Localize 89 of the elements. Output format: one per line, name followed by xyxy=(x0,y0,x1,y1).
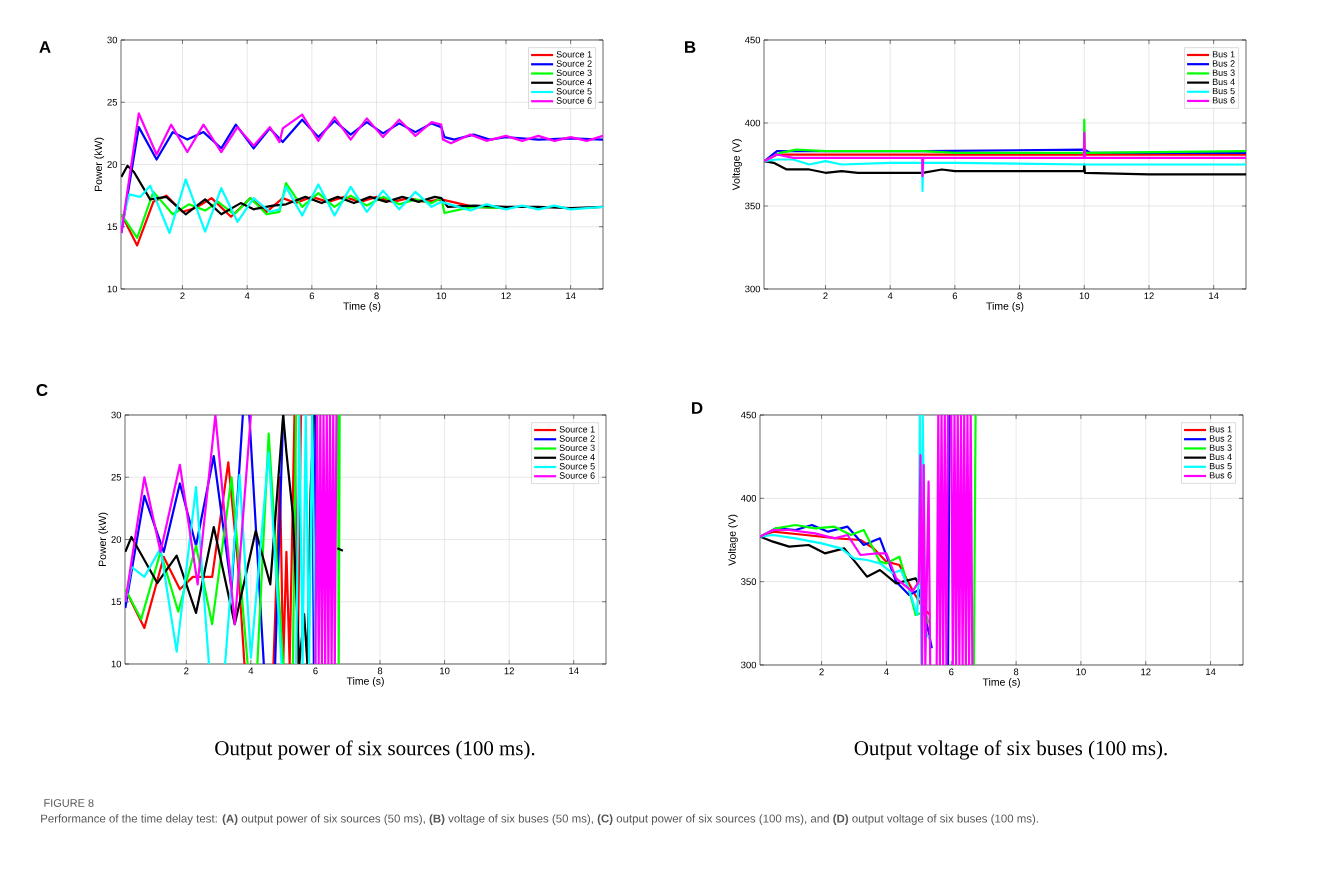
x-tick-label: 4 xyxy=(244,292,250,300)
x-tick-label: 12 xyxy=(1144,292,1154,300)
y-tick-label: 30 xyxy=(107,36,118,44)
legend-label: Source 1 xyxy=(556,51,592,58)
x-tick-label: 8 xyxy=(1013,668,1019,676)
legend-label: Bus 6 xyxy=(1209,472,1232,479)
chart-title: B xyxy=(685,41,696,53)
legend-label: Source 4 xyxy=(559,453,595,461)
y-axis-title: Power (kW) xyxy=(94,137,105,191)
y-axis-title: Power (kW) xyxy=(98,512,109,566)
x-tick-label: 12 xyxy=(1141,668,1151,676)
y-tick-label: 10 xyxy=(111,660,122,668)
legend-label: Source 1 xyxy=(559,426,595,433)
x-tick-label: 2 xyxy=(180,292,185,300)
x-tick-label: 14 xyxy=(569,667,579,675)
y-tick-label: 450 xyxy=(740,411,757,419)
x-tick-label: 12 xyxy=(501,292,511,300)
legend-label: Bus 1 xyxy=(1212,51,1235,58)
x-tick-label: 10 xyxy=(440,667,450,675)
caption: FIGURE 8 xyxy=(44,799,94,807)
x-axis-title: Time (s) xyxy=(343,302,381,312)
legend-label: Bus 3 xyxy=(1209,444,1232,451)
y-tick-label: 400 xyxy=(740,494,757,502)
y-tick-label: 10 xyxy=(107,285,118,293)
chart-title: D xyxy=(692,402,703,414)
x-tick-label: 8 xyxy=(374,292,379,300)
x-axis-title: Time (s) xyxy=(986,302,1024,312)
y-tick-label: 450 xyxy=(744,36,761,44)
x-axis-title: Time (s) xyxy=(346,677,384,687)
y-tick-label: 30 xyxy=(111,411,122,419)
x-tick-label: 12 xyxy=(504,667,514,675)
legend-label: Bus 5 xyxy=(1212,87,1235,95)
x-tick-label: 8 xyxy=(377,667,383,675)
x-tick-label: 10 xyxy=(1079,292,1090,300)
y-axis-title: Voltage (V) xyxy=(732,139,742,191)
y-tick-label: 300 xyxy=(741,661,757,669)
x-tick-label: 14 xyxy=(1209,292,1219,300)
y-tick-label: 350 xyxy=(741,578,757,586)
y-tick-label: 15 xyxy=(107,223,118,231)
text: Output power of six sources (100 ms). xyxy=(215,740,535,760)
x-axis-title: Time (s) xyxy=(982,678,1020,688)
x-tick-label: 4 xyxy=(884,668,889,676)
x-tick-label: 6 xyxy=(313,667,318,675)
y-tick-label: 20 xyxy=(111,536,122,543)
legend-label: Bus 6 xyxy=(1212,97,1235,104)
legend-label: Bus 5 xyxy=(1209,462,1232,470)
text: Performance of the time delay test: (A) output power of six sources (50 ms), (B) voltage of six buses (50 ms), (C) output power of six sources (100 ms), and (D) output voltage of six buses (100 ms). xyxy=(41,814,1038,825)
y-tick-label: 25 xyxy=(111,473,122,481)
y-tick-label: 400 xyxy=(744,119,761,127)
y-tick-label: 15 xyxy=(111,598,122,606)
y-tick-label: 350 xyxy=(745,202,761,210)
y-tick-label: 300 xyxy=(745,285,761,293)
legend-label: Source 5 xyxy=(559,463,595,470)
line-series xyxy=(121,178,604,235)
text: Output voltage of six buses (100 ms). xyxy=(854,740,1167,760)
y-tick-label: 20 xyxy=(107,161,118,168)
x-tick-label: 8 xyxy=(1017,292,1022,300)
y-tick-label: 25 xyxy=(107,98,118,106)
x-tick-label: 4 xyxy=(887,292,893,300)
legend-label: Bus 2 xyxy=(1209,435,1232,442)
legend-label: Bus 3 xyxy=(1212,69,1235,76)
line-series xyxy=(764,158,1247,193)
x-tick-label: 2 xyxy=(823,292,828,300)
x-tick-label: 10 xyxy=(436,292,447,300)
x-tick-label: 14 xyxy=(1206,668,1216,676)
legend-label: Source 6 xyxy=(556,97,592,104)
legend-label: Source 3 xyxy=(556,69,592,76)
x-tick-label: 6 xyxy=(309,292,315,300)
x-tick-label: 14 xyxy=(566,292,576,300)
x-tick-label: 6 xyxy=(949,668,954,676)
x-tick-label: 2 xyxy=(819,668,824,676)
chart-title: C xyxy=(36,384,48,396)
legend-label: Source 6 xyxy=(559,472,595,479)
legend-label: Source 3 xyxy=(559,444,595,451)
legend-label: Bus 4 xyxy=(1212,78,1235,86)
legend-label: Bus 2 xyxy=(1212,60,1235,67)
x-tick-label: 4 xyxy=(248,667,254,675)
legend-label: Source 5 xyxy=(556,88,592,95)
line-series xyxy=(764,131,1247,178)
x-tick-label: 10 xyxy=(1076,668,1086,676)
legend-label: Bus 1 xyxy=(1209,426,1232,433)
legend-label: Bus 4 xyxy=(1209,453,1232,461)
chart-title: A xyxy=(39,41,51,53)
legend-label: Source 2 xyxy=(556,60,592,67)
legend-label: Source 2 xyxy=(559,435,595,442)
x-tick-label: 2 xyxy=(184,667,189,675)
legend-label: Source 4 xyxy=(556,78,592,86)
x-tick-label: 6 xyxy=(952,292,958,300)
y-axis-title: Voltage (V) xyxy=(728,514,738,566)
